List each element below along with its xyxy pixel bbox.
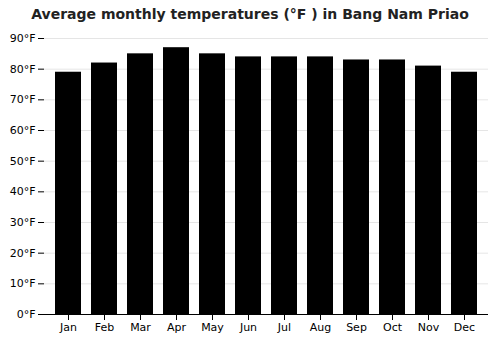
svg-text:20°F: 20°F [10,247,36,260]
svg-text:Jul: Jul [277,321,291,334]
svg-text:Dec: Dec [454,321,475,334]
svg-text:Aug: Aug [310,321,331,334]
svg-text:Mar: Mar [130,321,151,334]
svg-text:50°F: 50°F [10,155,36,168]
svg-text:Jun: Jun [239,321,257,334]
svg-text:May: May [201,321,224,334]
html-text:Average monthly temperatures (: Average monthly temperatures (°F ) in Ba… [31,6,469,22]
svg-text:Nov: Nov [418,321,440,334]
svg-text:60°F: 60°F [10,124,36,137]
svg-text:80°F: 80°F [10,63,36,76]
svg-text:90°F: 90°F [10,32,36,45]
svg-text:30°F: 30°F [10,216,36,229]
svg-text:Jan: Jan [59,321,77,334]
svg-text:Apr: Apr [167,321,187,334]
svg-text:Feb: Feb [95,321,114,334]
svg-text:10°F: 10°F [10,277,36,290]
svg-text:Oct: Oct [383,321,403,334]
svg-text:70°F: 70°F [10,93,36,106]
svg-text:Sep: Sep [346,321,367,334]
svg-text:40°F: 40°F [10,185,36,198]
svg-text:0°F: 0°F [17,308,36,321]
